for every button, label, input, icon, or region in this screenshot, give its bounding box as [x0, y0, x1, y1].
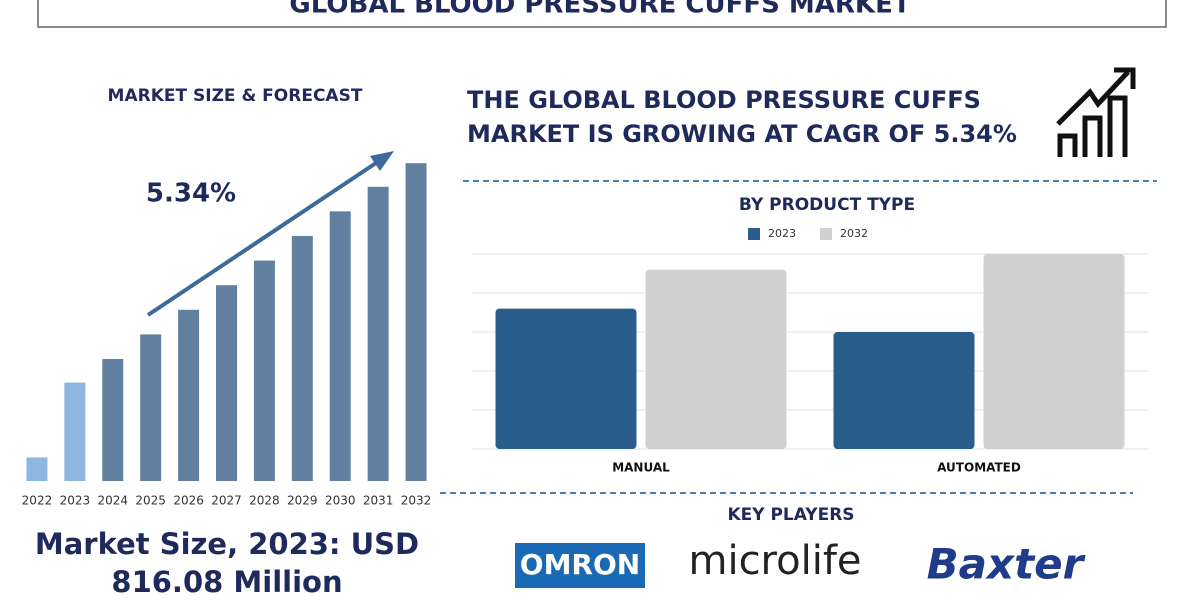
legend-swatch — [748, 228, 760, 240]
bar — [367, 186, 389, 481]
logo-box — [515, 543, 645, 588]
header-title: GLOBAL BLOOD PRESSURE CUFFS MARKET — [289, 0, 910, 20]
bar — [645, 269, 787, 449]
x-tick-label: 2029 — [287, 494, 318, 508]
x-tick-label: 2032 — [401, 494, 432, 508]
x-tick-label: 2031 — [363, 494, 394, 508]
x-tick-label: 2027 — [211, 494, 242, 508]
market-size: Market Size, 2023: USD — [35, 527, 419, 561]
logo: microlife — [688, 538, 861, 584]
bar — [216, 285, 237, 481]
x-tick-label: 2022 — [22, 494, 53, 508]
chart-title: MARKET SIZE & FORECAST — [108, 86, 363, 106]
x-tick-label: MANUAL — [612, 461, 670, 475]
bar — [102, 359, 124, 481]
x-tick-label: 2028 — [249, 494, 280, 508]
growth-arrow — [146, 157, 384, 317]
legend-label: 2023 — [768, 227, 796, 240]
x-tick-label: 2030 — [325, 494, 356, 508]
market-size: 816.08 Million — [111, 565, 342, 599]
bar — [253, 260, 275, 481]
bar — [140, 334, 162, 481]
x-tick-label: AUTOMATED — [937, 461, 1021, 475]
section-title: KEY PLAYERS — [727, 505, 854, 525]
bar — [495, 308, 637, 449]
chart-title: BY PRODUCT TYPE — [739, 195, 915, 215]
bar — [64, 382, 86, 481]
headline: MARKET IS GROWING AT CAGR OF 5.34% — [467, 120, 1017, 148]
logo: OMRON — [520, 548, 640, 581]
growth-icon — [1056, 67, 1136, 157]
x-tick-label: 2026 — [173, 494, 204, 508]
legend-swatch — [820, 228, 832, 240]
growth-arrow-head — [370, 151, 394, 171]
bar — [405, 163, 427, 481]
legend-label: 2032 — [840, 227, 868, 240]
bar — [291, 235, 313, 481]
header-box — [37, 0, 1167, 28]
bar — [329, 211, 351, 482]
bar — [983, 254, 1125, 449]
x-tick-label: 2025 — [135, 494, 166, 508]
headline: THE GLOBAL BLOOD PRESSURE CUFFS — [467, 86, 981, 114]
logo: Baxter — [927, 540, 1086, 589]
x-tick-label: 2023 — [60, 494, 91, 508]
bar — [833, 332, 975, 449]
cagr-annotation: 5.34% — [146, 179, 236, 209]
bar — [178, 309, 200, 481]
x-tick-label: 2024 — [97, 494, 128, 508]
bar — [26, 457, 48, 481]
